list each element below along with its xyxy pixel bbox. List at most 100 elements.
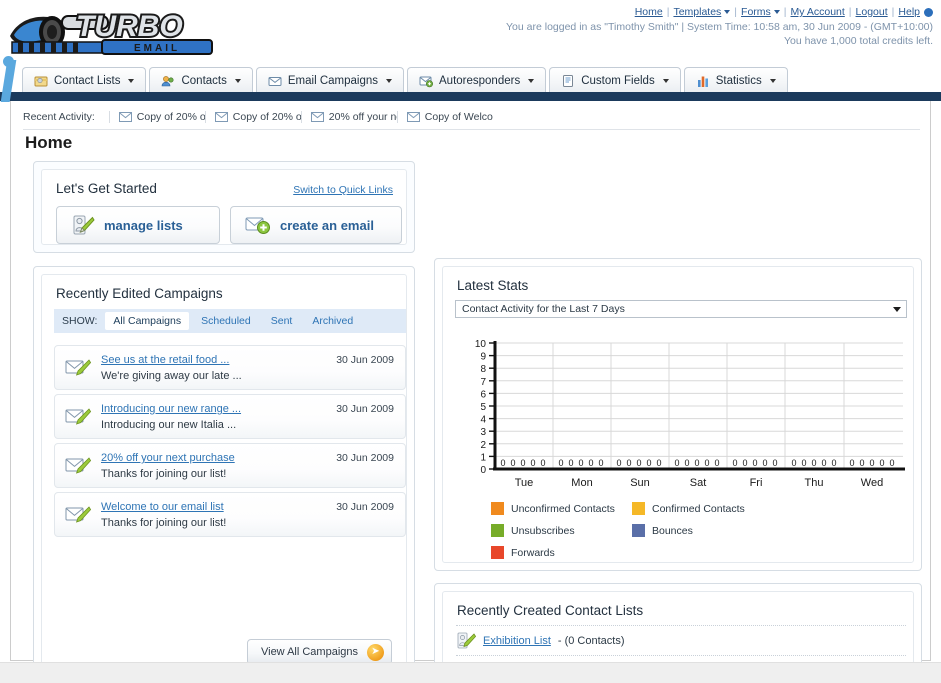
svg-text:0: 0 bbox=[480, 465, 486, 476]
svg-text:0: 0 bbox=[646, 458, 651, 468]
svg-text:0: 0 bbox=[821, 458, 826, 468]
stats-range-select[interactable]: Contact Activity for the Last 7 Days bbox=[455, 300, 907, 318]
nav-tab-custom-fields[interactable]: Custom Fields bbox=[549, 67, 681, 94]
divider bbox=[23, 129, 920, 130]
legend-item-bounces: Bounces bbox=[632, 524, 773, 537]
campaign-filter-bar: SHOW: All Campaigns Scheduled Sent Archi… bbox=[54, 309, 406, 333]
svg-text:0: 0 bbox=[578, 458, 583, 468]
legend-swatch bbox=[632, 502, 645, 515]
recent-activity-item[interactable]: Copy of 20% off yo bbox=[108, 111, 205, 123]
filter-all-campaigns[interactable]: All Campaigns bbox=[105, 312, 190, 330]
header-link-home[interactable]: Home bbox=[634, 6, 663, 18]
legend-swatch bbox=[491, 502, 504, 515]
create-email-label: create an email bbox=[280, 217, 374, 233]
filter-scheduled[interactable]: Scheduled bbox=[201, 315, 251, 327]
manage-lists-button[interactable]: manage lists bbox=[56, 206, 220, 244]
campaign-desc: Thanks for joining our list! bbox=[101, 468, 227, 480]
svg-text:0: 0 bbox=[801, 458, 806, 468]
svg-text:0: 0 bbox=[568, 458, 573, 468]
campaign-desc: We're giving away our late ... bbox=[101, 370, 242, 382]
header: TURBO TURBO EMAIL Home | Templates | Forms | M… bbox=[0, 0, 941, 62]
envelope-icon bbox=[214, 112, 228, 122]
x-tick-label: Sun bbox=[630, 477, 650, 489]
campaign-row[interactable]: See us at the retail food ... We're givi… bbox=[54, 345, 406, 390]
header-link-help[interactable]: Help bbox=[898, 6, 920, 18]
legend-label: Unconfirmed Contacts bbox=[511, 502, 615, 515]
custom-fields-icon bbox=[563, 75, 574, 87]
campaign-edit-icon bbox=[65, 359, 91, 376]
chevron-down-icon bbox=[662, 79, 669, 83]
chart-legend: Unconfirmed Contacts Confirmed Contacts … bbox=[491, 502, 901, 568]
legend-item-forwards: Forwards bbox=[491, 546, 632, 559]
nav-tab-statistics[interactable]: Statistics bbox=[683, 67, 788, 94]
nav-tab-contact-lists[interactable]: Contact Lists bbox=[22, 67, 147, 94]
header-link-logout[interactable]: Logout bbox=[855, 6, 888, 18]
campaign-title: Welcome to our email list bbox=[101, 501, 224, 513]
svg-text:EMAIL: EMAIL bbox=[134, 43, 180, 54]
create-an-email-button[interactable]: create an email bbox=[230, 206, 402, 244]
nav-underline-band bbox=[0, 92, 941, 101]
svg-text:1: 1 bbox=[480, 452, 486, 463]
svg-text:0: 0 bbox=[674, 458, 679, 468]
campaign-date: 30 Jun 2009 bbox=[336, 452, 394, 464]
nav-tab-label: Contacts bbox=[181, 75, 227, 87]
header-link-my-account[interactable]: My Account bbox=[790, 6, 845, 18]
contact-list-name[interactable]: Exhibition List bbox=[483, 634, 551, 647]
campaign-title: Introducing our new range ... bbox=[101, 403, 242, 415]
header-status: You are logged in as "Timothy Smith" | S… bbox=[506, 21, 933, 47]
svg-text:0: 0 bbox=[889, 458, 894, 468]
legend-swatch bbox=[491, 524, 504, 537]
campaign-date: 30 Jun 2009 bbox=[336, 403, 394, 415]
filter-archived[interactable]: Archived bbox=[312, 315, 354, 327]
chevron-down-icon bbox=[234, 79, 241, 83]
svg-text:0: 0 bbox=[616, 458, 621, 468]
svg-text:9: 9 bbox=[480, 352, 486, 363]
chevron-down-icon bbox=[769, 79, 776, 83]
svg-text:0: 0 bbox=[704, 458, 709, 468]
svg-text:TURBO: TURBO bbox=[76, 10, 183, 43]
svg-text:0: 0 bbox=[742, 458, 747, 468]
recent-activity-item[interactable]: Copy of 20% off yo bbox=[204, 111, 301, 123]
turbo-email-logo[interactable]: TURBO TURBO EMAIL bbox=[6, 2, 236, 60]
get-started-inner: Let's Get Started Switch to Quick Links … bbox=[41, 169, 407, 245]
recent-activity-item-label: Copy of 20% off yo bbox=[232, 111, 301, 123]
svg-text:0: 0 bbox=[598, 458, 603, 468]
svg-text:0: 0 bbox=[869, 458, 874, 468]
nav-tab-autoresponders[interactable]: Autoresponders bbox=[407, 67, 547, 94]
campaign-row[interactable]: 20% off your next purchase Thanks for jo… bbox=[54, 443, 406, 488]
recent-activity-item[interactable]: Copy of Welcome to bbox=[396, 111, 493, 123]
campaign-row[interactable]: Introducing our new range ... Introducin… bbox=[54, 394, 406, 439]
link-sep: | bbox=[734, 6, 738, 18]
recent-activity-item[interactable]: 20% off your next bbox=[300, 111, 397, 123]
link-sep: | bbox=[891, 6, 895, 18]
header-link-templates[interactable]: Templates bbox=[673, 6, 722, 18]
login-status-text: You are logged in as "Timothy Smith" | S… bbox=[506, 21, 933, 33]
nav-tab-label: Custom Fields bbox=[581, 75, 655, 87]
legend-label: Unsubscribes bbox=[511, 524, 575, 537]
svg-text:5: 5 bbox=[480, 402, 486, 413]
switch-to-quick-links[interactable]: Switch to Quick Links bbox=[293, 184, 393, 196]
get-started-panel: Let's Get Started Switch to Quick Links … bbox=[33, 161, 415, 253]
svg-text:8: 8 bbox=[480, 364, 486, 375]
svg-text:10: 10 bbox=[475, 339, 487, 350]
filter-sent[interactable]: Sent bbox=[270, 315, 293, 327]
x-tick-label: Wed bbox=[861, 477, 883, 489]
stats-range-value: Contact Activity for the Last 7 Days bbox=[462, 303, 625, 315]
autoresponders-icon bbox=[419, 76, 433, 88]
link-sep: | bbox=[848, 6, 852, 18]
page-title: Home bbox=[25, 133, 73, 152]
chevron-down-icon bbox=[528, 79, 535, 83]
svg-text:0: 0 bbox=[831, 458, 836, 468]
campaign-row[interactable]: Welcome to our email list Thanks for joi… bbox=[54, 492, 406, 537]
create-email-icon bbox=[245, 217, 270, 234]
footer-strip bbox=[0, 662, 941, 683]
campaign-desc: Introducing our new Italia ... bbox=[101, 419, 237, 431]
svg-text:0: 0 bbox=[811, 458, 816, 468]
svg-text:0: 0 bbox=[684, 458, 689, 468]
envelope-icon bbox=[118, 112, 132, 122]
header-link-forms[interactable]: Forms bbox=[741, 6, 771, 18]
contacts-icon bbox=[162, 76, 174, 87]
nav-tab-contacts[interactable]: Contacts bbox=[149, 67, 253, 94]
nav-tab-email-campaigns[interactable]: Email Campaigns bbox=[255, 67, 404, 94]
